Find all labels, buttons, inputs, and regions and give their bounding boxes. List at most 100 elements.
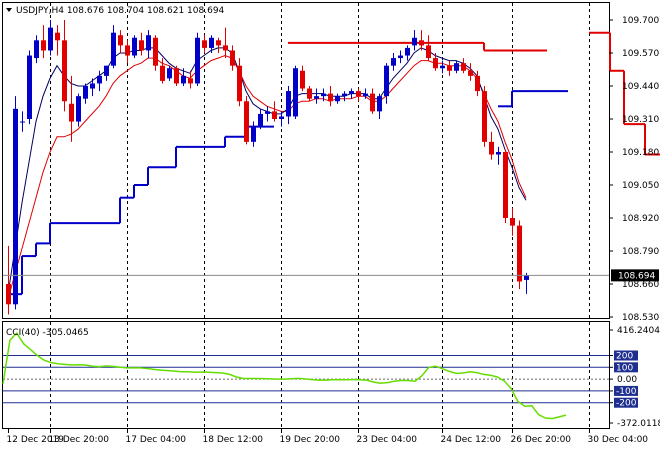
cci-tick-label: 416.2404 bbox=[617, 326, 660, 336]
candle-body bbox=[517, 225, 522, 282]
candle-body bbox=[328, 93, 333, 102]
candle-body bbox=[265, 111, 270, 114]
price-tick-label: 109.570 bbox=[622, 49, 659, 59]
candle-body bbox=[412, 37, 417, 46]
candle bbox=[272, 101, 277, 122]
candle bbox=[307, 86, 312, 102]
candle-body bbox=[349, 91, 354, 94]
candle-body bbox=[237, 65, 242, 102]
price-tick-label: 109.310 bbox=[622, 115, 659, 125]
candle-body bbox=[146, 35, 151, 51]
candle-body bbox=[405, 47, 410, 56]
candle bbox=[384, 63, 389, 104]
candle bbox=[440, 60, 445, 74]
price-pane-frame bbox=[2, 2, 610, 319]
candle-body bbox=[370, 93, 375, 112]
candle bbox=[447, 60, 452, 76]
candle-body bbox=[111, 32, 116, 66]
candle bbox=[174, 65, 179, 86]
candle bbox=[188, 70, 193, 89]
price-tick-label: 109.440 bbox=[622, 82, 659, 92]
candle-body bbox=[90, 83, 95, 89]
candle-body bbox=[202, 40, 207, 48]
cci-level-badge bbox=[614, 397, 638, 408]
candle bbox=[258, 108, 263, 130]
candle-body bbox=[160, 65, 165, 81]
price-tick-label: 108.790 bbox=[622, 247, 659, 257]
candle-body bbox=[482, 91, 487, 142]
candle bbox=[20, 111, 25, 132]
cci-level-lines bbox=[3, 322, 609, 428]
candle bbox=[482, 86, 487, 147]
candle bbox=[251, 121, 256, 147]
candle bbox=[475, 70, 480, 97]
cci-tick-label: -100 bbox=[616, 387, 637, 397]
time-tick-label: 17 Dec 04:00 bbox=[126, 435, 187, 445]
candle-body bbox=[398, 55, 403, 59]
candle-body bbox=[300, 70, 305, 89]
candle-body bbox=[118, 35, 123, 46]
candle-body bbox=[314, 96, 319, 99]
candle-body bbox=[139, 40, 144, 51]
cci-line bbox=[2, 331, 567, 420]
candle-body bbox=[475, 75, 480, 92]
candle-body bbox=[209, 37, 214, 48]
cci-level-badge bbox=[614, 385, 638, 396]
candle bbox=[468, 63, 473, 81]
candle bbox=[342, 91, 347, 102]
candle-body bbox=[377, 96, 382, 112]
candle-body bbox=[104, 65, 109, 76]
candle-body bbox=[461, 63, 466, 71]
cci-level-badge bbox=[614, 362, 638, 373]
candle bbox=[125, 40, 130, 64]
candle bbox=[111, 25, 116, 69]
candle bbox=[13, 96, 18, 310]
candle-body bbox=[181, 75, 186, 84]
candle bbox=[433, 53, 438, 71]
candle-body bbox=[279, 116, 284, 119]
candle bbox=[34, 35, 39, 64]
candle-body bbox=[97, 75, 102, 84]
candle bbox=[83, 83, 88, 104]
candle-body bbox=[34, 40, 39, 59]
candle-body bbox=[167, 68, 172, 79]
price-tick-label: 108.530 bbox=[622, 313, 659, 323]
time-tick-label: 30 Dec 04:00 bbox=[588, 435, 649, 445]
candle bbox=[237, 58, 242, 107]
candle-body bbox=[132, 37, 137, 56]
candle bbox=[48, 20, 53, 56]
candle bbox=[461, 58, 466, 74]
candle-body bbox=[48, 27, 53, 51]
moving-average-slow-line bbox=[7, 54, 527, 300]
candle bbox=[398, 50, 403, 64]
candle bbox=[195, 32, 200, 86]
candle bbox=[146, 30, 151, 59]
candle-body bbox=[216, 40, 221, 46]
candle bbox=[314, 88, 319, 104]
dropdown-triangle-icon[interactable] bbox=[6, 8, 12, 12]
candle bbox=[419, 30, 424, 51]
candle-body bbox=[83, 86, 88, 99]
candle bbox=[202, 35, 207, 53]
candlesticks bbox=[6, 20, 529, 315]
candle-body bbox=[251, 126, 256, 142]
candle bbox=[132, 35, 137, 59]
candle bbox=[209, 35, 214, 53]
candle bbox=[230, 45, 235, 71]
candle bbox=[153, 35, 158, 71]
cci-tick-label: 100 bbox=[616, 363, 633, 373]
candle bbox=[216, 37, 221, 53]
candle bbox=[223, 27, 228, 59]
candle-body bbox=[426, 45, 431, 59]
candle-body bbox=[6, 284, 11, 305]
candle bbox=[510, 207, 515, 236]
candle-body bbox=[454, 63, 459, 71]
candle bbox=[328, 86, 333, 107]
candle bbox=[356, 88, 361, 102]
candle bbox=[118, 30, 123, 53]
candle-body bbox=[447, 65, 452, 71]
cci-tick-label: -200 bbox=[616, 399, 637, 409]
candle-body bbox=[62, 40, 67, 102]
candle bbox=[90, 78, 95, 97]
